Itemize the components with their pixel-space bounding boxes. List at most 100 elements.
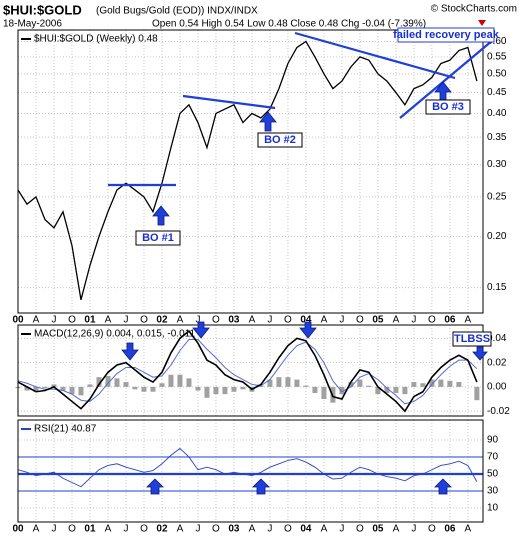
- arrow: [252, 478, 270, 495]
- trend-line: [294, 31, 456, 80]
- histogram-bar: [222, 386, 228, 395]
- y-tick-label: 0.20: [487, 231, 507, 242]
- arrow: [259, 111, 277, 132]
- x-tick-label: O: [140, 524, 148, 535]
- x-tick-label: J: [123, 315, 128, 326]
- label-box: [397, 27, 495, 43]
- x-tick-label: A: [105, 315, 112, 326]
- y-tick-label: 0.60: [487, 36, 507, 47]
- histogram-bar: [204, 386, 210, 398]
- arrow: [152, 205, 170, 226]
- y-tick-label: -0.02: [487, 406, 510, 417]
- panel: [18, 325, 483, 416]
- x-tick-label: 04: [300, 315, 312, 326]
- histogram-bar: [168, 374, 174, 387]
- histogram-bar: [159, 383, 165, 387]
- x-tick-label: 00: [12, 315, 24, 326]
- histogram-bar: [186, 378, 192, 387]
- annotation: BO #2: [264, 134, 296, 146]
- panel-legend: RSI(21) 40.87: [34, 424, 97, 435]
- y-tick-label: 0.45: [487, 87, 507, 98]
- y-tick-label: 70: [487, 452, 499, 463]
- histogram-bar: [231, 386, 237, 392]
- x-tick-label: 04: [300, 524, 312, 535]
- quote: Open 0.54 High 0.54 Low 0.48 Close 0.48 …: [152, 19, 426, 30]
- histogram-bar: [123, 382, 129, 387]
- x-tick-label: O: [68, 315, 76, 326]
- histogram-bar: [177, 374, 183, 387]
- x-tick-label: A: [321, 315, 328, 326]
- x-tick-label: O: [68, 524, 76, 535]
- histogram-bar: [87, 384, 93, 387]
- annotation: BO #1: [142, 232, 174, 244]
- x-tick-label: 01: [84, 524, 96, 535]
- x-tick-label: A: [249, 524, 256, 535]
- histogram-bar: [294, 379, 300, 387]
- histogram-bar: [114, 378, 120, 387]
- histogram-bar: [96, 377, 102, 387]
- x-tick-label: J: [195, 524, 200, 535]
- x-tick-label: A: [33, 524, 40, 535]
- histogram-bar: [267, 379, 273, 387]
- histogram-bar: [447, 380, 453, 387]
- annotation: BO #3: [432, 101, 464, 113]
- panel-frame: [17, 419, 484, 523]
- x-tick-label: 05: [372, 524, 384, 535]
- y-tick-label: 0.40: [487, 108, 507, 119]
- x-tick-label: A: [393, 315, 400, 326]
- histogram-bar: [375, 386, 381, 395]
- histogram-bar: [69, 386, 75, 395]
- y-tick-label: 0.00: [487, 382, 507, 393]
- y-tick-label: 50: [487, 469, 499, 480]
- label-box: [425, 99, 471, 115]
- histogram-bar: [141, 386, 147, 392]
- histogram-bar: [78, 386, 84, 396]
- histogram-bar: [51, 384, 57, 387]
- x-tick-label: A: [105, 524, 112, 535]
- histogram-bar: [339, 386, 345, 395]
- histogram-bar: [393, 386, 399, 393]
- x-tick-label: 06: [444, 315, 456, 326]
- x-tick-label: O: [428, 524, 436, 535]
- chart-title: $HUI:$GOLD: [3, 2, 82, 17]
- panel: [18, 30, 483, 313]
- histogram-bar: [195, 386, 201, 391]
- histogram-bar: [438, 379, 444, 387]
- histogram-bar: [420, 383, 426, 387]
- x-tick-label: A: [177, 315, 184, 326]
- panel: [18, 420, 483, 522]
- panel-frame: [17, 324, 484, 417]
- histogram-bar: [321, 386, 327, 400]
- x-tick-label: J: [51, 524, 56, 535]
- panel-frame: [17, 29, 484, 314]
- histogram-bar: [456, 382, 462, 387]
- histogram-bar: [213, 386, 219, 395]
- x-tick-label: J: [123, 524, 128, 535]
- x-tick-label: 00: [12, 524, 24, 535]
- histogram-bar: [33, 386, 39, 392]
- x-tick-label: 03: [228, 524, 240, 535]
- x-tick-label: 03: [228, 315, 240, 326]
- histogram-bar: [357, 379, 363, 387]
- y-tick-label: 10: [487, 503, 499, 514]
- label-box: [257, 132, 303, 148]
- panel-legend: $HUI:$GOLD (Weekly) 0.48: [34, 34, 158, 45]
- arrow: [299, 321, 317, 339]
- histogram-bar: [402, 386, 408, 395]
- x-tick-label: J: [339, 524, 344, 535]
- down-indicator: [478, 20, 486, 26]
- x-tick-label: 05: [372, 315, 384, 326]
- y-tick-label: 0.50: [487, 68, 507, 79]
- x-tick-label: 02: [156, 524, 168, 535]
- x-tick-label: O: [284, 315, 292, 326]
- x-tick-label: J: [411, 315, 416, 326]
- arrow: [121, 342, 139, 361]
- trend-line: [399, 39, 494, 119]
- x-tick-label: O: [212, 315, 220, 326]
- y-tick-label: 0.55: [487, 52, 507, 63]
- arrow: [472, 346, 488, 361]
- histogram-bar: [60, 386, 66, 391]
- histogram-bar: [366, 385, 372, 387]
- data-line: [17, 447, 478, 488]
- annotation: TLBSS: [454, 333, 490, 345]
